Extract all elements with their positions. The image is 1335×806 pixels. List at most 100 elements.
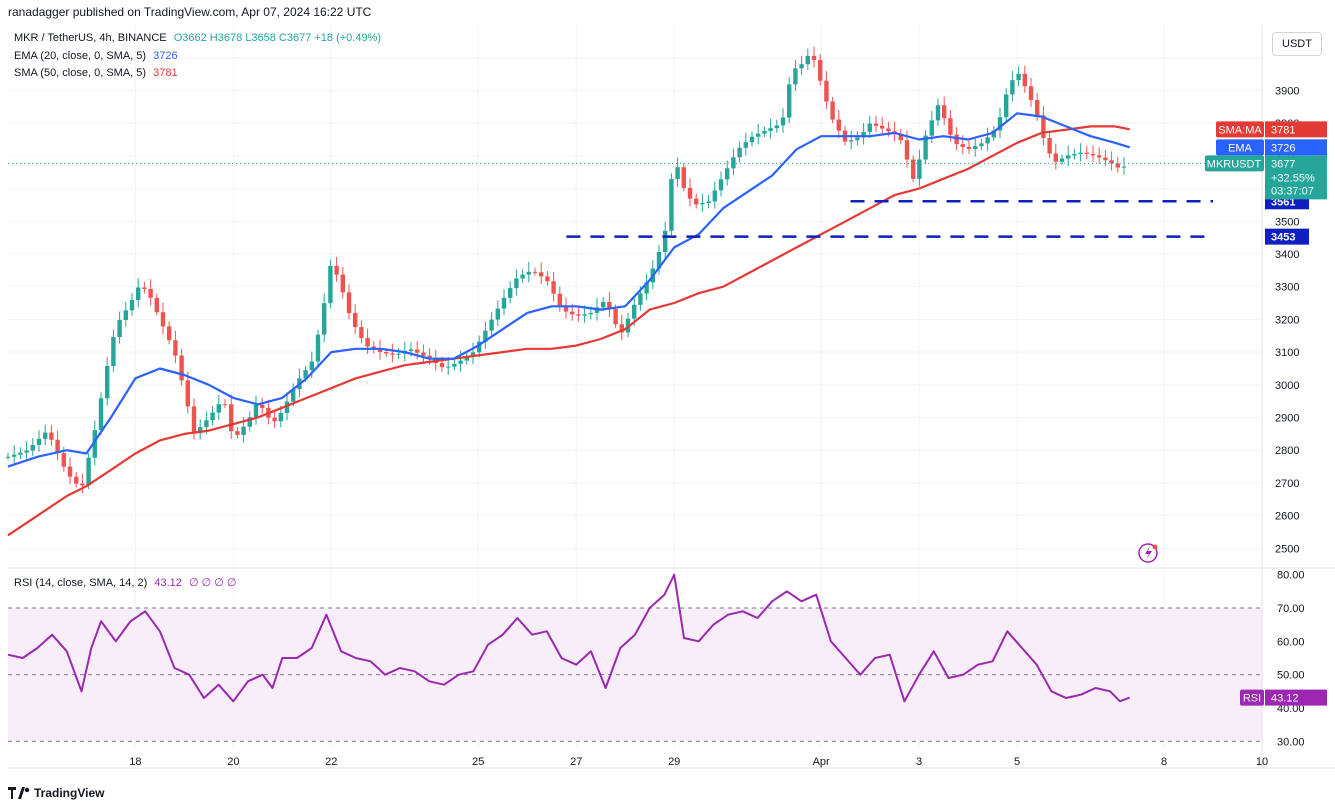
time-tick-label: Apr <box>813 756 830 768</box>
candle-body <box>526 271 531 275</box>
candle <box>260 397 265 414</box>
symbol-axis-value: 3677 <box>1271 158 1295 170</box>
time-tick-label: 8 <box>1161 756 1167 768</box>
candle-body <box>867 123 872 132</box>
candle-body <box>111 336 116 366</box>
candle <box>762 126 767 138</box>
legend-rsi-row[interactable]: RSI (14, close, SMA, 14, 2) 43.12 ∅ ∅ ∅ … <box>14 576 236 589</box>
price-tick-label: 3400 <box>1275 249 1299 261</box>
candle-body <box>154 297 159 313</box>
candle <box>694 193 699 209</box>
candle-body <box>365 338 370 347</box>
candle-body <box>855 137 860 141</box>
candle-body <box>625 318 631 333</box>
candle <box>743 132 748 156</box>
ema-axis-label-value: 3726 <box>1271 142 1295 154</box>
candle <box>340 266 345 299</box>
candle-body <box>489 319 494 331</box>
candle <box>185 371 190 414</box>
candle <box>173 330 178 364</box>
candle-body <box>105 365 110 399</box>
candle-body <box>477 341 482 353</box>
candle <box>836 109 841 139</box>
candle-body <box>210 412 215 421</box>
candle <box>98 392 104 436</box>
candle <box>489 312 494 337</box>
candle <box>576 306 581 322</box>
symbol-axis-bg <box>1265 155 1327 200</box>
candle <box>495 300 500 327</box>
candle <box>873 115 879 133</box>
rsi-tick-label: 60.00 <box>1277 636 1305 648</box>
candle-body <box>576 314 581 316</box>
candle <box>36 430 42 452</box>
candle <box>756 123 761 145</box>
candle-body <box>656 252 662 269</box>
sma-axis-label-bg <box>1265 121 1327 138</box>
candle-body <box>1109 160 1114 164</box>
candle-body <box>117 319 122 337</box>
candle-body <box>501 297 507 309</box>
candle <box>235 426 240 439</box>
candle-body <box>92 430 97 458</box>
candle <box>1078 143 1083 162</box>
candle <box>718 171 724 197</box>
candle-body <box>328 265 333 304</box>
candle <box>160 302 166 335</box>
candle-body <box>687 187 693 199</box>
candle-body <box>390 353 395 355</box>
candle-body <box>935 105 941 121</box>
candle-body <box>222 404 228 406</box>
candle <box>117 311 122 344</box>
candle-body <box>539 272 544 277</box>
events-bolt-icon[interactable] <box>1138 543 1158 563</box>
currency-button[interactable]: USDT <box>1272 32 1322 56</box>
candle-body <box>787 84 792 118</box>
candle-body <box>514 278 519 289</box>
candle-body <box>911 159 916 179</box>
ema-axis-label-name: EMA <box>1228 142 1253 154</box>
legend-sma-label: SMA (50, close, 0, SMA, 5) <box>14 67 147 79</box>
candle <box>353 304 358 335</box>
candle-body <box>36 438 42 446</box>
sma-axis-label-name: SMA:MA <box>1218 124 1262 136</box>
candle-body <box>470 352 476 357</box>
candle <box>210 406 215 426</box>
candle-body <box>1115 163 1120 168</box>
candle <box>985 127 990 152</box>
candle-body <box>960 144 965 147</box>
candle-body <box>315 334 321 362</box>
candle-body <box>1053 153 1058 162</box>
candle <box>880 117 885 136</box>
candle <box>731 148 736 176</box>
candle <box>148 279 153 306</box>
candle-body <box>731 157 736 169</box>
candle-body <box>601 301 606 308</box>
candle-body <box>439 363 445 368</box>
candle <box>1010 71 1015 102</box>
candle-body <box>284 401 290 414</box>
candle-body <box>644 282 649 294</box>
price-tick-label: 2600 <box>1275 511 1299 523</box>
candle <box>483 321 488 349</box>
tradingview-logo-icon <box>8 787 30 799</box>
legend-ema-row[interactable]: EMA (20, close, 0, SMA, 5) 3726 <box>14 50 178 62</box>
candle-body <box>923 135 928 160</box>
candle-body <box>712 190 717 202</box>
candle <box>1090 145 1096 163</box>
rsi-tick-label: 40.00 <box>1277 703 1305 715</box>
candle <box>272 409 277 428</box>
candle-body <box>700 202 705 205</box>
candle-body <box>1072 153 1077 156</box>
candle-body <box>74 476 79 484</box>
candle-body <box>136 287 141 300</box>
candle <box>935 98 941 126</box>
candle-body <box>743 142 748 148</box>
candle <box>818 54 823 86</box>
candle <box>700 193 705 212</box>
legend-sma-row[interactable]: SMA (50, close, 0, SMA, 5) 3781 <box>14 67 178 79</box>
candle-body <box>415 349 420 353</box>
candle-body <box>384 351 389 354</box>
legend-symbol-row[interactable]: MKR / TetherUS, 4h, BINANCE O3662 H3678 … <box>14 32 381 44</box>
